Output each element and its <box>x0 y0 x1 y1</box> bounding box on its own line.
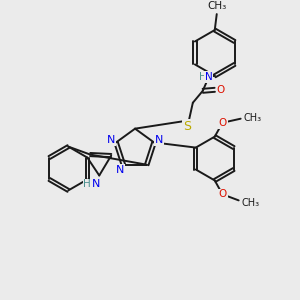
Text: O: O <box>219 118 227 128</box>
Text: S: S <box>183 120 191 133</box>
Text: N: N <box>205 72 213 82</box>
Text: N: N <box>107 135 115 146</box>
Text: CH₃: CH₃ <box>242 198 260 208</box>
Text: O: O <box>219 189 227 200</box>
Text: CH₃: CH₃ <box>207 1 226 11</box>
Text: O: O <box>217 85 225 95</box>
Text: H: H <box>199 72 207 82</box>
Text: N: N <box>116 165 124 175</box>
Text: CH₃: CH₃ <box>244 113 262 123</box>
Text: H: H <box>83 179 91 189</box>
Text: N: N <box>155 135 163 146</box>
Text: N: N <box>92 179 100 189</box>
